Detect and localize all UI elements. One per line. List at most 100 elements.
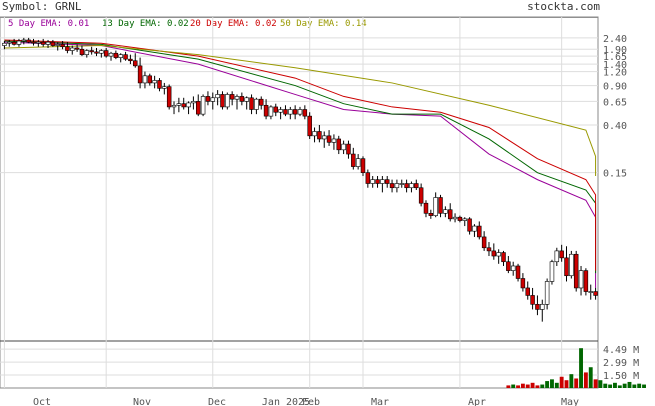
candle (564, 246, 569, 282)
volume-bar (540, 384, 545, 388)
candle (384, 176, 390, 188)
candle (481, 231, 487, 251)
volume-bar (550, 379, 554, 388)
candle (133, 53, 138, 68)
candle (215, 90, 220, 106)
candle (166, 84, 172, 110)
ema-series-line (4, 39, 597, 271)
month-tick-label: Mar (371, 397, 389, 406)
volume-axis: 4.49 M 2.99 M 1.50 M (603, 345, 639, 382)
volume-bar (603, 383, 608, 388)
candle (2, 41, 7, 50)
volume-bar (588, 367, 593, 388)
candle (74, 44, 80, 52)
candle (55, 42, 60, 51)
volume-bar (617, 385, 622, 388)
candle (288, 106, 293, 120)
volume-bar (564, 380, 569, 388)
candle (292, 105, 298, 120)
price-tick-label: 2.40 (603, 34, 627, 45)
candle (118, 53, 123, 63)
candle (447, 203, 453, 222)
candle (278, 106, 283, 120)
price-tick-label: 0.90 (603, 82, 627, 93)
candle (375, 176, 380, 188)
month-tick-label: Nov (133, 397, 151, 406)
candle (472, 224, 477, 237)
candle (50, 39, 56, 47)
candle (45, 39, 51, 48)
site-name[interactable]: stockta.com (527, 0, 600, 13)
candle (273, 103, 279, 117)
volume-bars (506, 348, 646, 388)
candle (583, 268, 589, 296)
volume-bar (569, 374, 574, 388)
ema-lines (4, 39, 597, 288)
candle (113, 50, 119, 60)
volume-bar (520, 383, 525, 388)
volume-bar (598, 380, 603, 388)
volume-bar (559, 376, 564, 388)
volume-bar (637, 383, 642, 388)
ema13-legend: 13 Day EMA: 0.02 (102, 19, 189, 29)
price-tick-label: 0.40 (603, 121, 627, 132)
candle (181, 97, 186, 110)
ema50-legend: 50 Day EMA: 0.14 (280, 19, 367, 29)
volume-bar (511, 384, 516, 388)
candle (554, 247, 560, 266)
candle (302, 105, 308, 120)
candle (191, 96, 196, 110)
price-tick-label: 1.20 (603, 68, 627, 79)
volume-bar (608, 384, 613, 388)
volume-tick-label: 2.99 M (603, 358, 639, 369)
candle (26, 37, 31, 44)
price-tick-label: 0.65 (603, 97, 627, 108)
candle (176, 97, 182, 113)
volume-bar (579, 348, 583, 388)
volume-tick-label: 4.49 M (603, 345, 639, 356)
candle (438, 194, 443, 218)
candle (578, 265, 584, 296)
candle (70, 45, 75, 55)
candle (79, 45, 85, 57)
candle (263, 99, 269, 120)
volume-bar (613, 382, 617, 388)
price-tick-label: 0.15 (603, 169, 627, 180)
candle (389, 179, 395, 193)
candle (36, 39, 41, 47)
candle (152, 75, 157, 89)
candle (89, 46, 94, 55)
month-tick-label: Oct (33, 397, 51, 406)
candle (433, 192, 438, 218)
candle (491, 243, 497, 260)
candle (123, 51, 128, 61)
candle (540, 299, 545, 322)
candle (128, 54, 133, 65)
candle (103, 47, 109, 58)
candlesticks (2, 37, 598, 322)
candle (477, 221, 482, 240)
candle (399, 179, 404, 188)
volume-bar (622, 383, 627, 388)
candle (409, 181, 414, 193)
candle (171, 101, 177, 115)
candle (351, 147, 356, 170)
candle (404, 179, 409, 193)
ema20-legend: 20 Day EMA: 0.02 (190, 19, 277, 29)
candle (258, 96, 264, 110)
candle (200, 94, 206, 117)
candle (569, 250, 574, 279)
candle (147, 73, 153, 86)
candle (7, 39, 12, 47)
candle (21, 37, 27, 45)
candle (157, 78, 162, 92)
month-tick-label: Jan 2025 (262, 397, 310, 406)
candle (307, 112, 312, 139)
candle (462, 217, 467, 227)
chart-frame (0, 16, 599, 389)
candle (593, 287, 598, 300)
candle (162, 82, 167, 95)
candle (331, 134, 337, 150)
candle (443, 206, 448, 218)
